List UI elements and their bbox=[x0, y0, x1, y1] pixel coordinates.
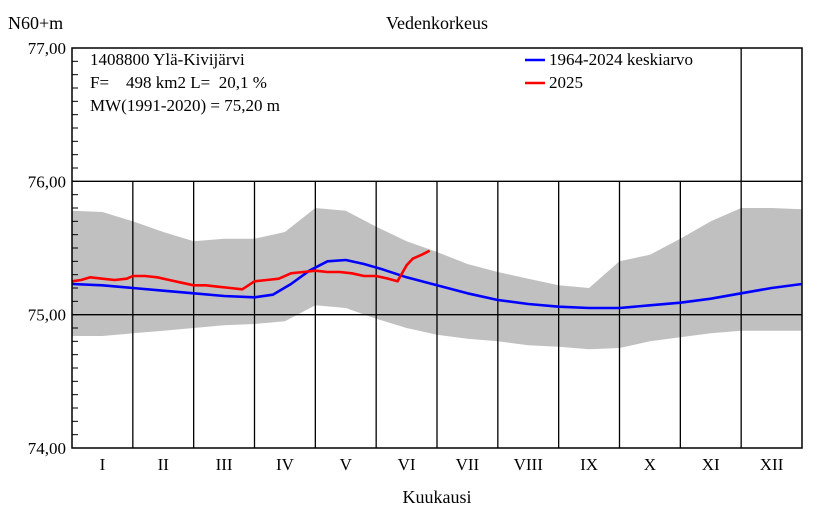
catchment-info: F= 498 km2 L= 20,1 % bbox=[90, 73, 267, 92]
month-label: IV bbox=[276, 455, 295, 474]
x-axis-label: Kuukausi bbox=[403, 487, 472, 507]
month-label: VI bbox=[398, 455, 416, 474]
legend: 1964-2024 keskiarvo 2025 bbox=[525, 50, 693, 92]
y-axis-label: N60+m bbox=[8, 13, 63, 33]
month-label: X bbox=[644, 455, 656, 474]
legend-label-2025: 2025 bbox=[549, 73, 583, 92]
legend-label-mean: 1964-2024 keskiarvo bbox=[549, 50, 693, 69]
y-tick-label: 76,00 bbox=[28, 172, 66, 191]
month-label: II bbox=[158, 455, 170, 474]
y-tick-label: 74,00 bbox=[28, 439, 66, 458]
month-label: I bbox=[100, 455, 106, 474]
mean-water-level: MW(1991-2020) = 75,20 m bbox=[90, 96, 280, 115]
month-label: IX bbox=[580, 455, 598, 474]
month-label: XII bbox=[760, 455, 784, 474]
y-tick-label: 77,00 bbox=[28, 39, 66, 58]
month-label: VIII bbox=[514, 455, 544, 474]
month-label: III bbox=[216, 455, 233, 474]
plot-frame bbox=[71, 47, 803, 449]
month-label: V bbox=[340, 455, 353, 474]
y-tick-label: 75,00 bbox=[28, 306, 66, 325]
chart-title: Vedenkorkeus bbox=[386, 13, 488, 33]
station-name: 1408800 Ylä-Kivijärvi bbox=[90, 50, 245, 69]
mean-line bbox=[71, 258, 803, 310]
year-2025-line bbox=[71, 249, 431, 291]
month-label: XI bbox=[702, 455, 720, 474]
info-block: 1408800 Ylä-Kivijärvi F= 498 km2 L= 20,1… bbox=[90, 50, 280, 115]
month-label: VII bbox=[456, 455, 480, 474]
